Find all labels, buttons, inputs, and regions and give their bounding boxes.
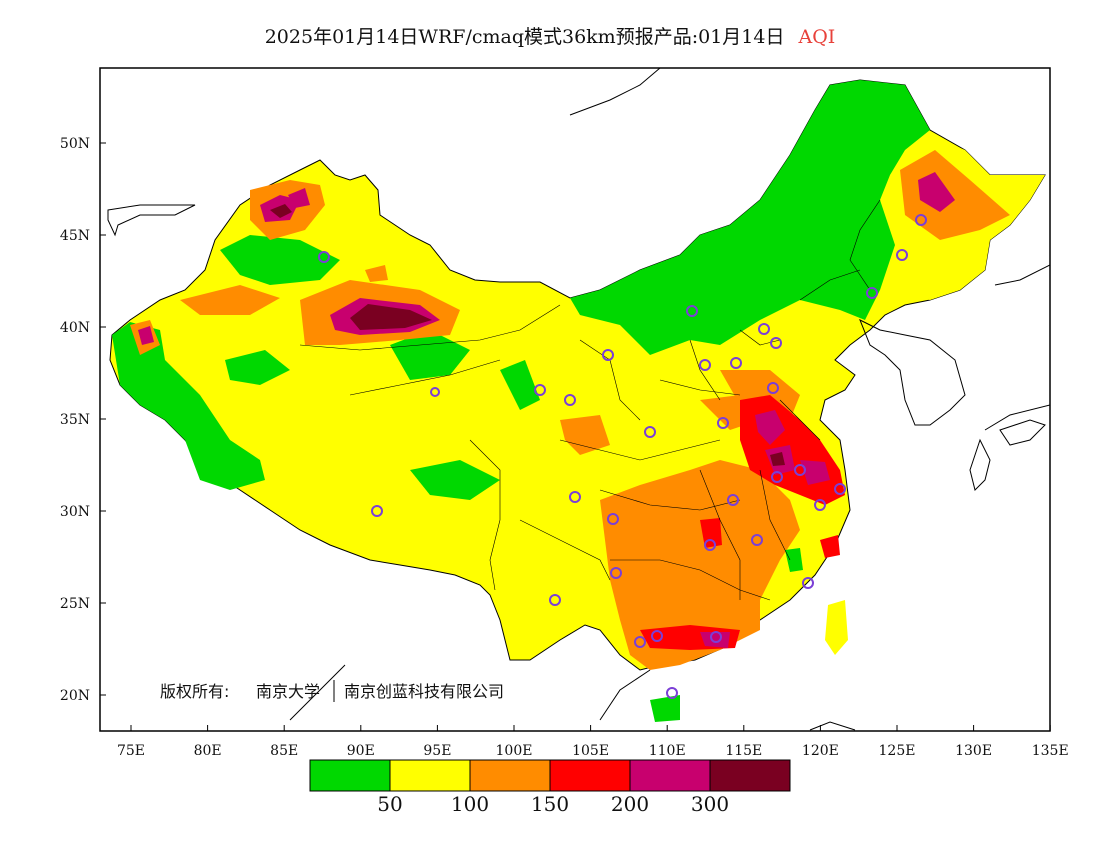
colorbar-label: 200: [610, 792, 650, 816]
lon-tick-label: 80E: [194, 743, 222, 759]
colorbar-label: 150: [530, 792, 570, 816]
lat-tick-label: 45N: [60, 228, 90, 244]
colorbar-swatch: [389, 759, 471, 792]
lon-tick-label: 105E: [572, 743, 609, 759]
colorbar-label: 100: [450, 792, 490, 816]
lat-tick-label: 40N: [60, 320, 90, 336]
lon-tick-label: 85E: [270, 743, 298, 759]
lat-tick-label: 35N: [60, 412, 90, 428]
axis-ticks: 75E 80E 85E 90E 95E 100E 105E 110E 115E 120E 125E 1…: [60, 136, 1069, 759]
chart-title: 2025年01月14日WRF/cmaq模式36km预报产品:01月14日 AQI: [0, 22, 1100, 49]
map-frame: [99, 67, 1051, 732]
lon-tick-label: 90E: [347, 743, 375, 759]
lat-tick-label: 20N: [60, 688, 90, 704]
lon-tick-label: 95E: [423, 743, 451, 759]
copyright-org1: 南京大学: [256, 682, 320, 701]
lon-tick-label: 130E: [955, 743, 992, 759]
station-markers: [318, 214, 927, 699]
copyright-org2: 南京创蓝科技有限公司: [344, 682, 504, 701]
lon-tick-label: 110E: [649, 743, 686, 759]
lon-tick-label: 120E: [802, 743, 839, 759]
lon-tick-label: 125E: [879, 743, 916, 759]
lon-tick-label: 75E: [117, 743, 145, 759]
copyright-prefix: 版权所有:: [160, 682, 229, 701]
province-borders: [299, 199, 881, 601]
lon-tick-label: 135E: [1032, 743, 1069, 759]
colorbar-swatch: [549, 759, 631, 792]
title-variable: AQI: [798, 26, 836, 48]
lat-tick-label: 25N: [60, 596, 90, 612]
copyright-note: 版权所有: 南京大学 南京创蓝科技有限公司: [160, 680, 504, 702]
map-area: [107, 68, 1050, 731]
colorbar-swatch: [709, 759, 791, 792]
colorbar-label: 50: [377, 792, 403, 816]
green-northeast: [570, 80, 930, 355]
colorbar-swatch: [629, 759, 711, 792]
orange-south: [600, 460, 800, 670]
colorbar-swatch: [309, 759, 391, 792]
colorbar-swatch: [469, 759, 551, 792]
lat-tick-label: 50N: [60, 136, 90, 152]
lat-tick-label: 30N: [60, 504, 90, 520]
lon-tick-label: 100E: [496, 743, 533, 759]
lon-tick-label: 115E: [725, 743, 762, 759]
colorbar-label: 300: [690, 792, 730, 816]
colorbar: [309, 759, 791, 792]
coastlines: [107, 68, 1050, 731]
title-main: 2025年01月14日WRF/cmaq模式36km预报产品:01月14日: [264, 26, 785, 48]
